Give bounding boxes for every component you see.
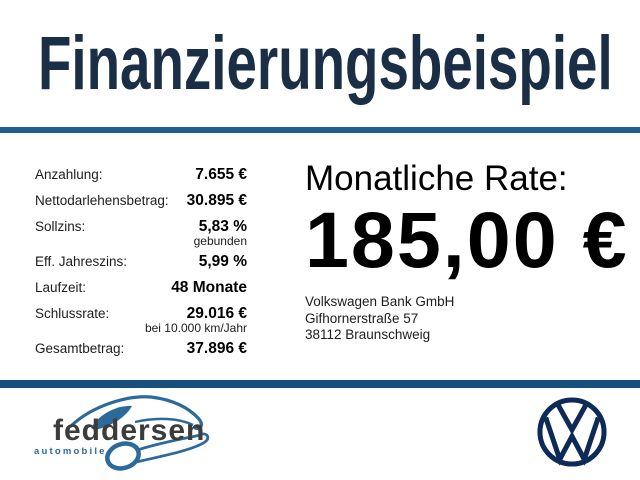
car-roof-line: [69, 395, 203, 430]
car-hood-line: [134, 417, 194, 427]
finance-row-gesamtbetrag: Gesamtbetrag: 37.896 €: [35, 340, 247, 357]
finance-value: 48 Monate: [171, 279, 247, 296]
finance-label: Anzahlung:: [35, 167, 103, 182]
dealer-logo-icon: feddersen automobile: [34, 395, 210, 471]
finance-row-eff-jahreszins: Eff. Jahreszins: 5,99 %: [35, 253, 247, 270]
finance-label: Nettodarlehensbetrag:: [35, 193, 169, 208]
finance-row-nettodarlehensbetrag: Nettodarlehensbetrag: 30.895 €: [35, 192, 247, 209]
finance-row-laufzeit: Laufzeit: 48 Monate: [35, 279, 247, 296]
rate-panel: Monatliche Rate: 185,00 € Volkswagen Ban…: [305, 160, 635, 344]
finance-value: 30.895 €: [186, 192, 247, 209]
finance-label: Gesamtbetrag:: [35, 341, 125, 356]
bank-street: Gifhornerstraße 57: [305, 310, 419, 326]
finance-row-anzahlung: Anzahlung: 7.655 €: [35, 166, 247, 183]
bank-city: 38112 Braunschweig: [305, 327, 431, 342]
monthly-rate-label: Monatliche Rate:: [305, 159, 568, 198]
finance-value: 5,99 %: [198, 253, 247, 270]
dealer-subtitle: automobile: [34, 446, 107, 457]
finance-row-sollzins: Sollzins: 5,83 %: [35, 218, 247, 235]
vw-circle: [537, 397, 607, 467]
monthly-rate-value: 185,00 €: [305, 195, 629, 284]
header-divider: [0, 127, 640, 133]
bank-address: Volkswagen Bank GmbH Gifhornerstraße 57 …: [305, 294, 635, 344]
finance-label: Laufzeit:: [35, 280, 87, 295]
finance-label: Sollzins:: [35, 219, 86, 234]
vw-letter-v: [555, 403, 589, 436]
car-wheel-icon: [105, 441, 141, 471]
finance-value: 5,83 %: [198, 218, 247, 235]
finance-value: 29.016 €: [186, 305, 247, 322]
finance-label: Schlussrate:: [35, 306, 110, 321]
vw-logo-icon: [537, 397, 607, 467]
finance-value: 7.655 €: [195, 166, 247, 183]
footer-bar: [0, 380, 640, 388]
page-title: Finanzierungsbeispiel: [38, 21, 613, 106]
car-window-shape: [91, 405, 132, 430]
finance-table: Anzahlung: 7.655 € Nettodarlehensbetrag:…: [35, 166, 247, 366]
dealer-name: feddersen: [53, 414, 205, 447]
bank-name: Volkswagen Bank GmbH: [305, 294, 455, 309]
finance-label: Eff. Jahreszins:: [35, 254, 128, 269]
finance-value: 37.896 €: [186, 340, 247, 357]
finance-note: bei 10.000 km/Jahr: [144, 321, 247, 335]
finance-row-schlussrate: Schlussrate: 29.016 €: [35, 305, 247, 322]
finance-note: gebunden: [193, 234, 247, 248]
vw-letter-w: [543, 416, 601, 466]
car-front-lower-line: [125, 432, 210, 466]
